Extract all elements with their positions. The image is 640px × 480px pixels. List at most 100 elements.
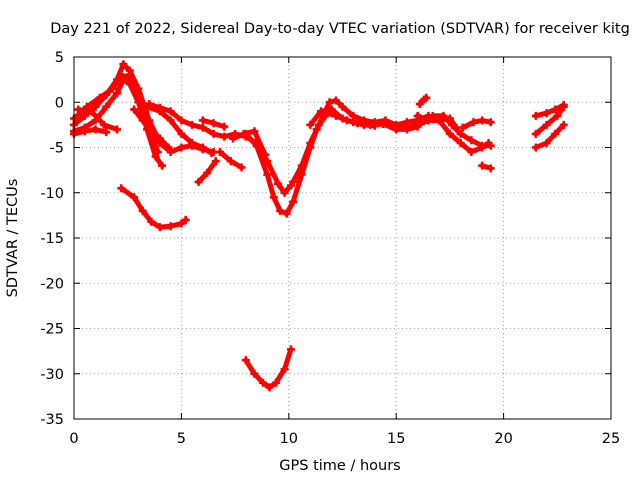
data-point	[435, 116, 444, 125]
data-point	[338, 114, 347, 123]
data-point	[91, 102, 100, 111]
data-point	[166, 116, 175, 125]
data-point	[209, 129, 218, 138]
data-point	[327, 105, 336, 114]
data-point	[155, 134, 164, 143]
data-point	[456, 138, 465, 147]
data-point	[379, 119, 388, 128]
data-point	[95, 93, 104, 102]
series-arc-8	[130, 105, 173, 152]
y-tick-label: -10	[40, 186, 64, 202]
y-tick-label: -15	[40, 231, 64, 247]
data-point	[306, 138, 315, 147]
data-point	[198, 143, 207, 152]
x-tick-label: 25	[602, 431, 620, 447]
data-point	[119, 60, 128, 69]
series-line	[533, 122, 567, 150]
series-arc-7	[145, 100, 295, 197]
data-point	[166, 148, 175, 157]
data-point	[286, 345, 295, 354]
data-point	[158, 161, 167, 170]
data-point	[445, 129, 454, 138]
data-point	[117, 184, 126, 193]
series-arc-20	[458, 116, 495, 132]
data-point	[155, 223, 164, 232]
axis-ticks: 0 5 10 15 20 25 5 0 -5 -10 -15 -20 -25 -30 -35	[40, 50, 620, 447]
series-line	[75, 107, 120, 132]
data-point	[413, 111, 422, 120]
data-point	[241, 356, 250, 365]
data-point	[306, 120, 315, 129]
data-point	[216, 148, 225, 157]
data-point	[467, 136, 476, 145]
data-point	[177, 219, 186, 228]
data-point	[553, 111, 562, 120]
data-point	[542, 120, 551, 129]
data-point	[486, 164, 495, 173]
series-arc-11	[216, 148, 246, 172]
data-point	[415, 100, 424, 109]
data-point	[177, 116, 186, 125]
y-tick-label: -30	[40, 367, 64, 383]
series-line	[71, 126, 109, 137]
data-point	[250, 369, 259, 378]
series-line	[393, 117, 492, 155]
data-point	[469, 118, 478, 127]
data-point	[269, 193, 278, 202]
data-point	[551, 105, 560, 114]
y-axis-label: SDTVAR / TECUs	[5, 179, 21, 298]
data-point	[413, 120, 422, 129]
data-point	[542, 138, 551, 147]
data-series	[70, 60, 568, 392]
data-point	[297, 161, 306, 170]
data-point	[445, 114, 454, 123]
data-point	[220, 122, 229, 131]
data-point	[314, 120, 323, 129]
data-point	[478, 141, 487, 150]
data-point	[102, 102, 111, 111]
data-point	[289, 197, 298, 206]
series-line	[533, 102, 567, 119]
y-tick-label: -5	[50, 141, 64, 157]
data-point	[164, 143, 173, 152]
data-point	[559, 100, 568, 109]
data-point	[166, 222, 175, 231]
data-point	[87, 107, 96, 116]
data-point	[274, 179, 283, 188]
series-arc-4	[74, 105, 121, 134]
data-point	[177, 129, 186, 138]
series-arc-16	[306, 105, 379, 130]
x-tick-label: 5	[177, 431, 186, 447]
data-point	[207, 148, 216, 157]
x-tick-label: 0	[69, 431, 78, 447]
data-point	[551, 129, 560, 138]
data-point	[402, 123, 411, 132]
data-point	[188, 120, 197, 129]
series-arc-23	[531, 102, 568, 138]
data-point	[188, 138, 197, 147]
series-arc-26	[241, 345, 295, 392]
series-arc-9	[198, 116, 229, 131]
data-point	[198, 123, 207, 132]
series-arc-21	[415, 93, 431, 109]
data-point	[276, 206, 285, 215]
series-line	[230, 128, 268, 158]
data-point	[211, 157, 220, 166]
data-point	[280, 365, 289, 374]
data-point	[147, 217, 156, 226]
x-tick-label: 20	[494, 431, 512, 447]
data-point	[102, 128, 111, 137]
data-point	[123, 72, 132, 81]
data-point	[424, 116, 433, 125]
data-point	[259, 378, 268, 387]
data-point	[80, 111, 89, 120]
data-point	[147, 125, 156, 134]
data-point	[166, 107, 175, 116]
data-point	[531, 111, 540, 120]
data-point	[542, 109, 551, 118]
y-tick-label: -35	[40, 412, 64, 428]
data-point	[132, 89, 141, 98]
data-point	[531, 129, 540, 138]
